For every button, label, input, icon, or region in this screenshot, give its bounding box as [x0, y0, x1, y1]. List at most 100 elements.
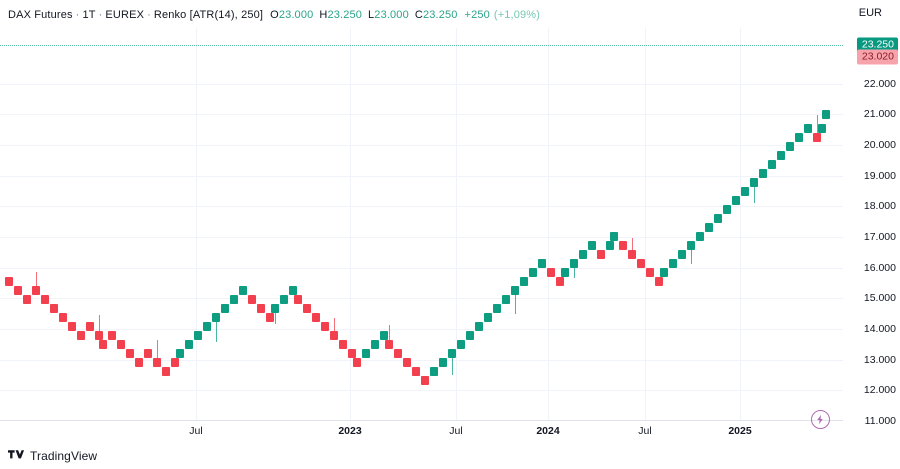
renko-brick [669, 259, 677, 268]
price-axis-label: 21.000 [863, 108, 896, 120]
legend-open-value: 23.000 [278, 9, 314, 21]
vertical-gridline [456, 28, 457, 420]
legend-interval[interactable]: 1T [82, 9, 96, 21]
renko-brick [556, 277, 564, 286]
renko-brick [348, 349, 356, 358]
renko-brick [248, 295, 256, 304]
vertical-gridline [740, 28, 741, 420]
renko-brick [86, 322, 94, 331]
horizontal-gridline [0, 114, 843, 115]
horizontal-gridline [0, 298, 843, 299]
legend-separator-2: · [98, 9, 103, 21]
legend-close-key: C [414, 9, 423, 21]
vertical-gridline [350, 28, 351, 420]
renko-brick [511, 286, 519, 295]
renko-brick [529, 268, 537, 277]
renko-brick [32, 286, 40, 295]
renko-brick [660, 268, 668, 277]
legend-symbol[interactable]: DAX Futures [8, 9, 73, 21]
renko-brick [804, 124, 812, 133]
prev-close-price-tag[interactable]: 23.020 [856, 49, 898, 65]
renko-brick [768, 160, 776, 169]
last-price-tag[interactable]: 23.250 [856, 37, 898, 53]
legend-high-key: H [319, 9, 328, 21]
renko-brick [818, 124, 826, 133]
horizontal-gridline [0, 237, 843, 238]
price-axis-label: 19.000 [863, 170, 896, 182]
renko-brick [153, 358, 161, 367]
legend-change-percent: (+1,09%) [493, 9, 541, 21]
renko-brick [271, 304, 279, 313]
renko-brick [144, 349, 152, 358]
price-axis-label: 17.000 [863, 231, 896, 243]
renko-brick [705, 223, 713, 232]
horizontal-gridline [0, 268, 843, 269]
renko-brick [430, 367, 438, 376]
legend-study[interactable]: Renko [ATR(14), 250] [153, 9, 264, 21]
renko-brick [5, 277, 13, 286]
renko-brick [439, 358, 447, 367]
renko-brick [50, 304, 58, 313]
horizontal-gridline [0, 329, 843, 330]
legend-separator-3: · [147, 9, 151, 21]
renko-wick [334, 318, 335, 331]
last-price-line [0, 45, 843, 46]
renko-brick [493, 304, 501, 313]
price-axis-label: 14.000 [863, 323, 896, 335]
renko-brick [353, 358, 361, 367]
renko-brick [239, 286, 247, 295]
legend-change: +250 [464, 9, 490, 21]
renko-brick [257, 304, 265, 313]
renko-brick [732, 196, 740, 205]
vertical-gridline [548, 28, 549, 420]
price-axis-label: 11.000 [864, 415, 896, 427]
bottom-bar: TradingView [0, 442, 900, 469]
renko-brick [484, 313, 492, 322]
renko-brick [162, 367, 170, 376]
renko-wick [515, 295, 516, 314]
renko-brick [777, 151, 785, 160]
renko-brick [23, 295, 31, 304]
time-axis-label: 2024 [536, 425, 560, 437]
renko-brick [385, 340, 393, 349]
renko-brick [294, 295, 302, 304]
price-axis[interactable]: 22.000 21.000 20.000 19.000 18.000 17.000 16.0… [843, 28, 900, 427]
tradingview-logo[interactable]: TradingView [8, 449, 97, 463]
vertical-gridline [196, 28, 197, 420]
renko-brick [547, 268, 555, 277]
time-axis-label: Jul [189, 425, 203, 437]
time-axis[interactable]: Jul 2023 Jul 2024 Jul 2025 [0, 420, 843, 442]
tradingview-mark-icon [8, 450, 25, 461]
renko-brick [741, 187, 749, 196]
renko-brick [230, 295, 238, 304]
time-axis-label: 2023 [338, 425, 362, 437]
renko-brick [126, 349, 134, 358]
legend-open-key: O [270, 9, 279, 21]
renko-brick [394, 349, 402, 358]
renko-brick [597, 250, 605, 259]
renko-brick [171, 358, 179, 367]
renko-brick [221, 304, 229, 313]
renko-brick [412, 367, 420, 376]
renko-wick [99, 315, 100, 331]
renko-series [0, 28, 843, 420]
horizontal-gridline [0, 206, 843, 207]
renko-wick [632, 238, 633, 250]
renko-brick [655, 277, 663, 286]
renko-brick [637, 259, 645, 268]
vertical-gridline [645, 28, 646, 420]
flash-icon[interactable] [811, 410, 830, 429]
horizontal-gridline [0, 145, 843, 146]
renko-brick [176, 349, 184, 358]
renko-brick [759, 169, 767, 178]
renko-brick [579, 250, 587, 259]
renko-brick [475, 322, 483, 331]
renko-brick [570, 259, 578, 268]
renko-brick [203, 322, 211, 331]
renko-brick [457, 340, 465, 349]
renko-brick [606, 241, 614, 250]
chart-plot-area[interactable] [0, 28, 843, 420]
renko-brick [538, 259, 546, 268]
chart-legend[interactable]: DAX Futures · 1T · EUREX · Renko [ATR(14… [8, 6, 540, 24]
